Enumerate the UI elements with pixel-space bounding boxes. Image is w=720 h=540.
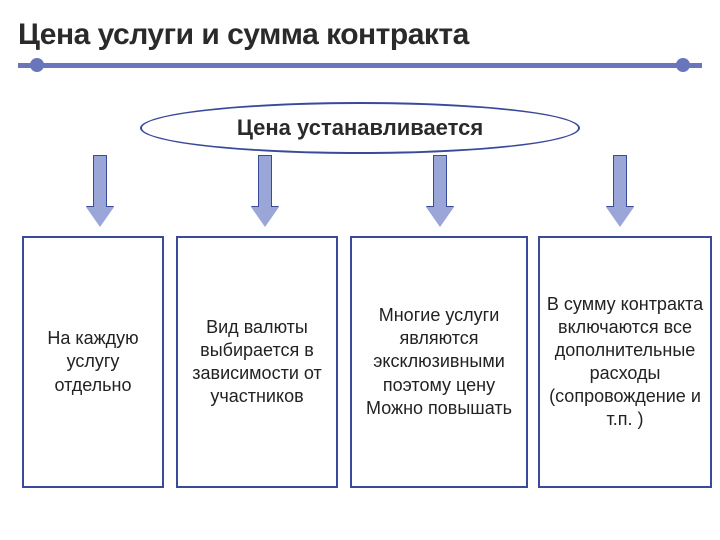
leaf-box-1: Вид валюты выбирается в зависимости от у… <box>176 236 338 488</box>
slide-title: Цена услуги и сумма контракта <box>18 18 702 52</box>
leaf-box-2: Многие услуги являются эксклюзивными поэ… <box>350 236 528 488</box>
arrow-2 <box>430 155 450 227</box>
leaf-box-0: На каждую услугу отдельно <box>22 236 164 488</box>
arrow-3 <box>610 155 630 227</box>
leaf-box-text: В сумму контракта включаются все дополни… <box>542 293 708 431</box>
arrow-0 <box>90 155 110 227</box>
arrow-1 <box>255 155 275 227</box>
leaf-box-text: Многие услуги являются эксклюзивными поэ… <box>354 304 524 419</box>
leaf-box-text: На каждую услугу отдельно <box>26 327 160 396</box>
root-ellipse: Цена устанавливается <box>140 102 580 154</box>
title-block: Цена услуги и сумма контракта <box>0 0 720 70</box>
leaf-box-text: Вид валюты выбирается в зависимости от у… <box>180 316 334 408</box>
title-underline <box>18 60 702 70</box>
leaf-box-3: В сумму контракта включаются все дополни… <box>538 236 712 488</box>
root-label: Цена устанавливается <box>237 115 483 141</box>
